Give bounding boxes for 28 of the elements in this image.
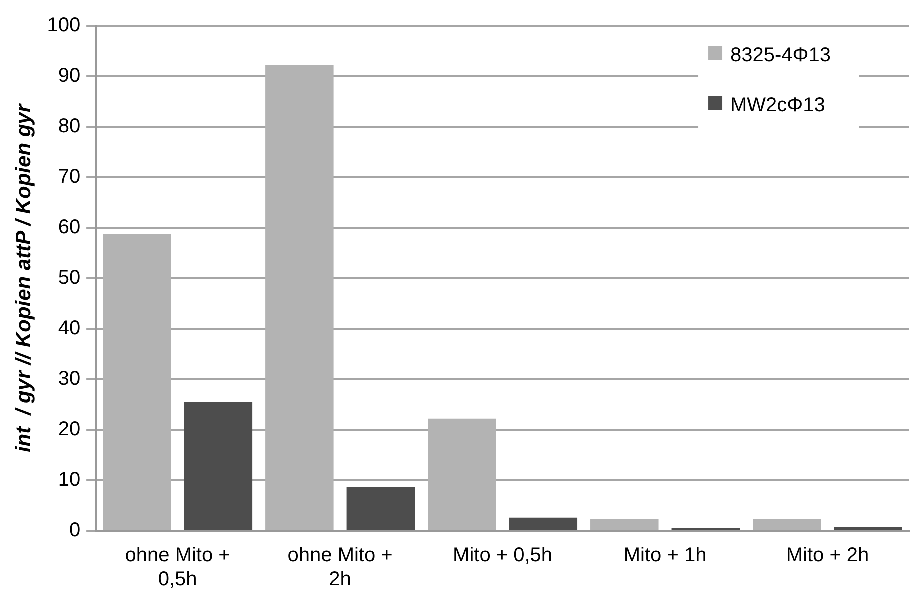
- x-tick-label: Mito + 1h: [624, 544, 707, 567]
- bar: [590, 519, 659, 530]
- bar: [753, 519, 822, 530]
- x-tick-label: Mito + 0,5h: [453, 544, 553, 567]
- bar: [184, 402, 253, 530]
- y-tick-label: 100: [47, 14, 81, 37]
- x-tick-label: ohne Mito + 2h: [288, 544, 393, 591]
- y-tick-label: 30: [58, 368, 81, 390]
- y-tick-label: 50: [58, 267, 81, 290]
- y-tick-label: 40: [58, 318, 81, 340]
- y-tick-label: 60: [58, 216, 81, 239]
- y-tick-label: 20: [58, 418, 81, 441]
- y-axis-title: int / gyr // Kopien attP / Kopien gyr: [12, 102, 36, 453]
- x-tick-label: ohne Mito + 0,5h: [125, 544, 230, 591]
- bar: [266, 65, 334, 530]
- y-tick-label: 70: [58, 166, 81, 188]
- y-tick-label: 10: [58, 469, 81, 492]
- bar: [509, 518, 578, 530]
- y-tick-label: 90: [58, 65, 81, 88]
- bar: [834, 526, 902, 530]
- legend-label: MW2cΦ13: [730, 94, 826, 117]
- y-tick-label: 0: [69, 520, 81, 542]
- legend-label: 8325-4Φ13: [730, 44, 832, 67]
- bar: [428, 418, 496, 530]
- bar: [103, 234, 172, 530]
- y-tick-label: 80: [58, 116, 81, 138]
- x-tick-label: Mito + 2h: [786, 544, 870, 567]
- bar: [346, 487, 416, 530]
